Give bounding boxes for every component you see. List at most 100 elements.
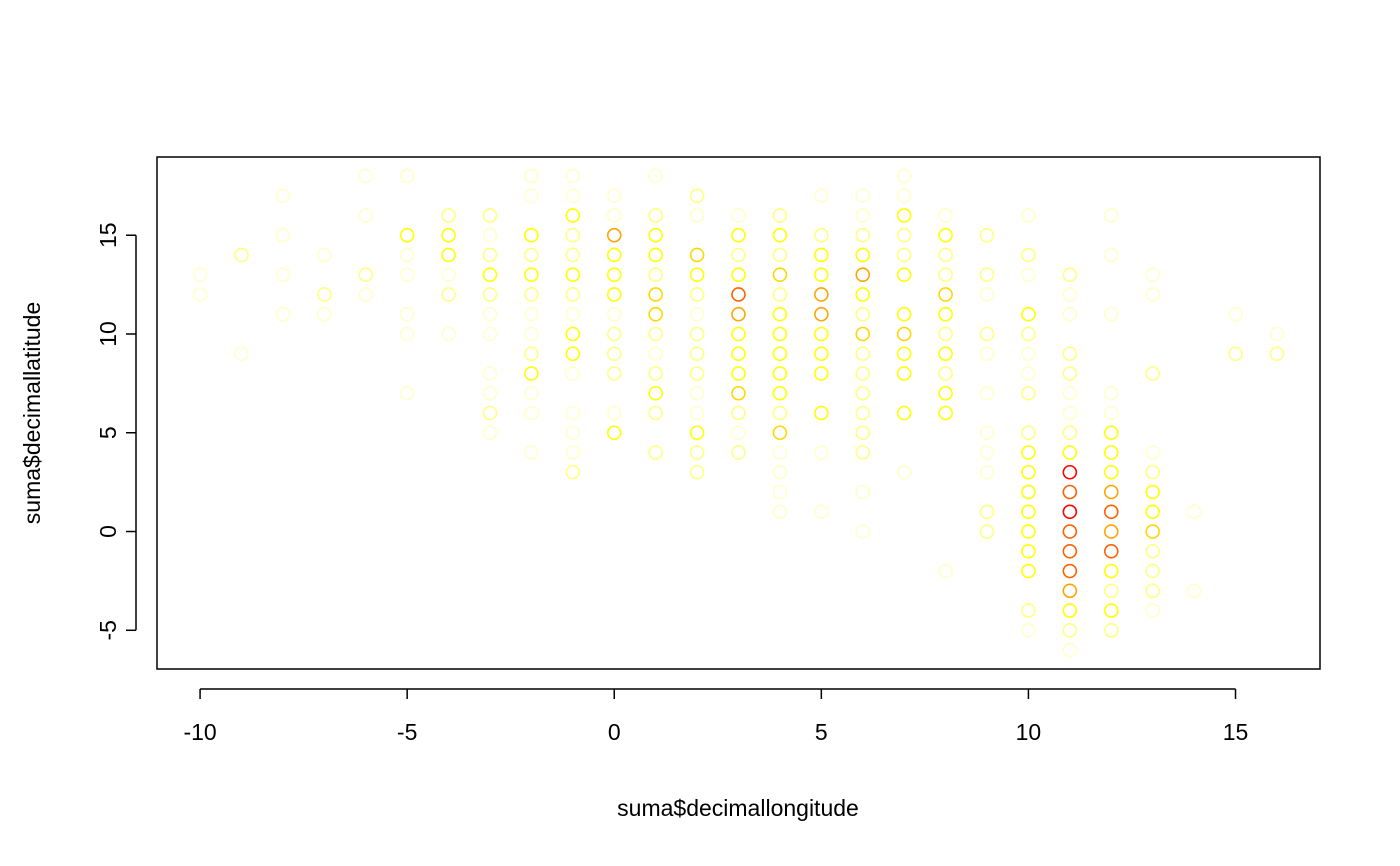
data-point [317, 247, 332, 263]
data-point [565, 306, 581, 322]
data-point [979, 445, 995, 460]
data-point [1021, 326, 1036, 342]
data-point [689, 385, 705, 401]
data-point [565, 346, 581, 362]
data-point [1062, 385, 1078, 401]
data-point [482, 267, 498, 283]
data-point [524, 346, 539, 362]
data-point [1103, 543, 1119, 559]
data-point [1228, 306, 1243, 322]
data-point [1062, 484, 1078, 500]
data-point [1145, 445, 1160, 460]
data-point [1062, 524, 1078, 539]
data-point [1103, 445, 1119, 460]
data-point [855, 306, 871, 322]
data-point [482, 227, 498, 243]
data-point [234, 247, 249, 263]
data-point [1021, 267, 1036, 283]
data-point [772, 385, 788, 401]
data-point [1145, 524, 1160, 539]
data-point [814, 247, 829, 263]
data-point [1103, 405, 1119, 421]
data-point [772, 366, 788, 381]
data-point [896, 326, 912, 342]
data-point [979, 524, 995, 539]
data-point [1145, 563, 1160, 579]
data-point [1269, 326, 1285, 342]
data-point [358, 168, 374, 184]
data-point [606, 306, 622, 322]
data-point [399, 267, 415, 283]
data-point [1062, 622, 1078, 638]
data-point [855, 445, 871, 460]
x-tick-label: 10 [1016, 719, 1042, 745]
data-point [1103, 208, 1119, 223]
data-point [1145, 583, 1160, 599]
data-point [979, 385, 995, 401]
data-point [275, 227, 291, 243]
data-point [689, 366, 705, 381]
data-point [482, 385, 498, 401]
data-point [1062, 583, 1078, 599]
data-point [482, 247, 498, 263]
data-point [689, 326, 705, 342]
y-tick-label: 15 [95, 222, 121, 248]
data-point [358, 267, 374, 283]
data-points [192, 168, 1285, 658]
data-point [896, 346, 912, 362]
data-point [275, 188, 291, 204]
data-point [979, 326, 995, 342]
data-point [606, 346, 622, 362]
data-point [565, 188, 581, 204]
data-point [938, 346, 953, 362]
data-point [524, 168, 539, 184]
data-point [814, 287, 829, 302]
data-point [1062, 445, 1078, 460]
data-point [606, 247, 622, 263]
data-point [938, 208, 953, 223]
data-point [1062, 425, 1078, 441]
data-point [1145, 504, 1160, 520]
y-axis: -5 0 5 10 15 [95, 222, 137, 641]
data-point [399, 168, 415, 184]
data-point [524, 247, 539, 263]
data-point [689, 464, 705, 480]
data-point [938, 227, 953, 243]
data-point [772, 247, 788, 263]
data-point [1145, 267, 1160, 283]
data-point [731, 425, 746, 441]
data-point [772, 267, 788, 283]
y-tick-label: 0 [95, 525, 121, 538]
data-point [565, 405, 581, 421]
data-point [648, 227, 663, 243]
x-axis-label: suma$decimallongitude [617, 795, 859, 821]
data-point [1062, 366, 1078, 381]
data-point [441, 287, 456, 302]
data-point [648, 346, 663, 362]
data-point [855, 267, 871, 283]
data-point [855, 208, 871, 223]
data-point [1103, 563, 1119, 579]
data-point [441, 326, 456, 342]
data-point [648, 326, 663, 342]
data-point [606, 326, 622, 342]
data-point [979, 425, 995, 441]
data-point [524, 188, 539, 204]
data-point [1269, 346, 1285, 362]
data-point [979, 267, 995, 283]
data-point [896, 306, 912, 322]
data-point [731, 247, 746, 263]
data-point [772, 405, 788, 421]
data-point [648, 247, 663, 263]
data-point [524, 287, 539, 302]
data-point [399, 247, 415, 263]
data-point [358, 208, 374, 223]
data-point [689, 346, 705, 362]
data-point [938, 326, 953, 342]
data-point [772, 445, 788, 460]
data-point [855, 524, 871, 539]
data-point [1145, 603, 1160, 618]
data-point [772, 346, 788, 362]
data-point [648, 267, 663, 283]
data-point [1021, 484, 1036, 500]
